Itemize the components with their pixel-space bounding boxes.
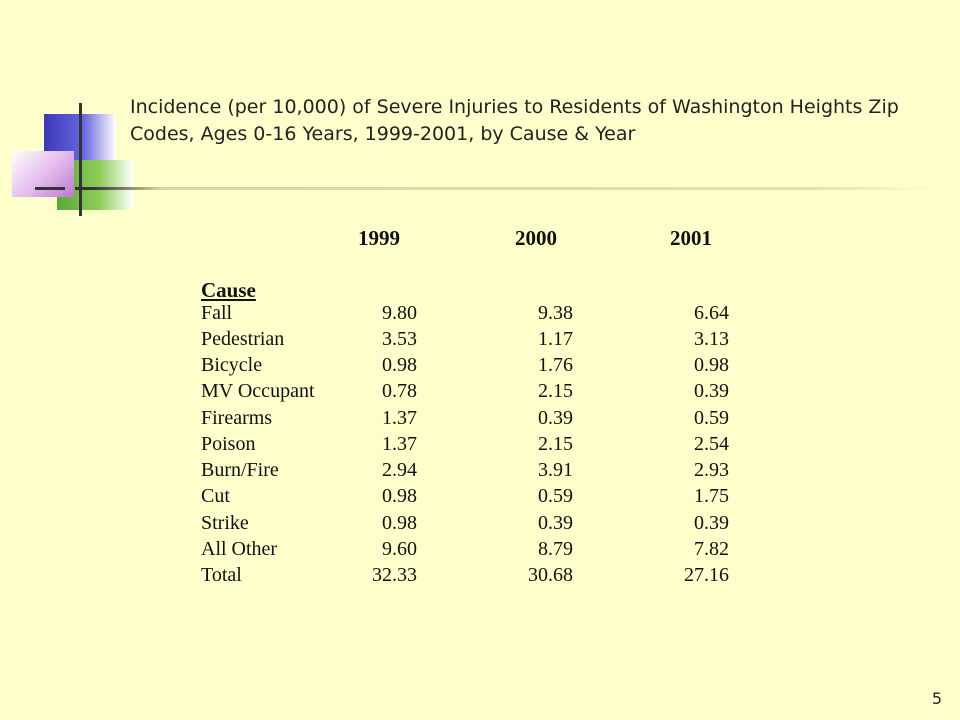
table-row: Burn/Fire 2.94 3.91 2.93 bbox=[0, 459, 960, 485]
value-2001: 0.39 bbox=[694, 512, 729, 534]
horizontal-line-decoration bbox=[35, 187, 65, 190]
value-1999: 1.37 bbox=[382, 433, 417, 455]
slide-title: Incidence (per 10,000) of Severe Injurie… bbox=[130, 96, 899, 145]
value-1999: 0.98 bbox=[382, 512, 417, 534]
value-1999: 0.98 bbox=[382, 354, 417, 376]
value-2000: 0.39 bbox=[538, 512, 573, 534]
year-header-2000: 2000 bbox=[515, 226, 557, 250]
row-label: Poison bbox=[201, 433, 256, 455]
row-label: Burn/Fire bbox=[201, 459, 279, 481]
table-row: Cut 0.98 0.59 1.75 bbox=[0, 485, 960, 511]
row-label: Cut bbox=[201, 485, 230, 507]
year-header-1999: 1999 bbox=[358, 226, 400, 250]
table-row: Poison 1.37 2.15 2.54 bbox=[0, 433, 960, 459]
row-label: Pedestrian bbox=[201, 328, 285, 350]
table-row: All Other 9.60 8.79 7.82 bbox=[0, 538, 960, 564]
value-2000: 2.15 bbox=[538, 433, 573, 455]
table-row: Bicycle 0.98 1.76 0.98 bbox=[0, 354, 960, 380]
decorative-logo-squares bbox=[0, 0, 140, 220]
value-2000: 2.15 bbox=[538, 380, 573, 402]
value-2000: 1.17 bbox=[538, 328, 573, 350]
table-row: Pedestrian 3.53 1.17 3.13 bbox=[0, 328, 960, 354]
row-label: All Other bbox=[201, 538, 278, 560]
pink-square-decoration bbox=[12, 151, 74, 197]
value-1999: 32.33 bbox=[372, 564, 417, 586]
year-header-2001: 2001 bbox=[670, 226, 712, 250]
value-2000: 30.68 bbox=[528, 564, 573, 586]
cause-column-header: Cause bbox=[201, 278, 256, 302]
value-2000: 0.59 bbox=[538, 485, 573, 507]
value-1999: 2.94 bbox=[382, 459, 417, 481]
vertical-line-decoration bbox=[79, 103, 82, 216]
value-1999: 9.60 bbox=[382, 538, 417, 560]
value-2001: 7.82 bbox=[694, 538, 729, 560]
title-underline-rule bbox=[75, 187, 940, 190]
table-row: Strike 0.98 0.39 0.39 bbox=[0, 512, 960, 538]
value-2001: 0.98 bbox=[694, 354, 729, 376]
value-2001: 0.59 bbox=[694, 407, 729, 429]
row-label: Fall bbox=[201, 302, 233, 324]
value-1999: 3.53 bbox=[382, 328, 417, 350]
value-2001: 1.75 bbox=[694, 485, 729, 507]
table-row: MV Occupant 0.78 2.15 0.39 bbox=[0, 380, 960, 406]
value-2000: 8.79 bbox=[538, 538, 573, 560]
table-row: Firearms 1.37 0.39 0.59 bbox=[0, 407, 960, 433]
value-2001: 2.54 bbox=[694, 433, 729, 455]
value-2001: 2.93 bbox=[694, 459, 729, 481]
value-1999: 0.98 bbox=[382, 485, 417, 507]
value-1999: 0.78 bbox=[382, 380, 417, 402]
value-2000: 3.91 bbox=[538, 459, 573, 481]
table-row: Fall 9.80 9.38 6.64 bbox=[0, 302, 960, 328]
page-number: 5 bbox=[931, 689, 942, 708]
row-label: Strike bbox=[201, 512, 249, 534]
table-row-total: Total 32.33 30.68 27.16 bbox=[0, 564, 960, 590]
row-label: Firearms bbox=[201, 407, 273, 429]
value-1999: 1.37 bbox=[382, 407, 417, 429]
value-2001: 6.64 bbox=[694, 302, 729, 324]
row-label: Bicycle bbox=[201, 354, 263, 376]
value-2000: 9.38 bbox=[538, 302, 573, 324]
row-label: Total bbox=[201, 564, 242, 586]
value-2001: 3.13 bbox=[694, 328, 729, 350]
row-label: MV Occupant bbox=[201, 380, 315, 402]
value-2001: 0.39 bbox=[694, 380, 729, 402]
value-2000: 0.39 bbox=[538, 407, 573, 429]
value-2001: 27.16 bbox=[684, 564, 729, 586]
value-2000: 1.76 bbox=[538, 354, 573, 376]
value-1999: 9.80 bbox=[382, 302, 417, 324]
